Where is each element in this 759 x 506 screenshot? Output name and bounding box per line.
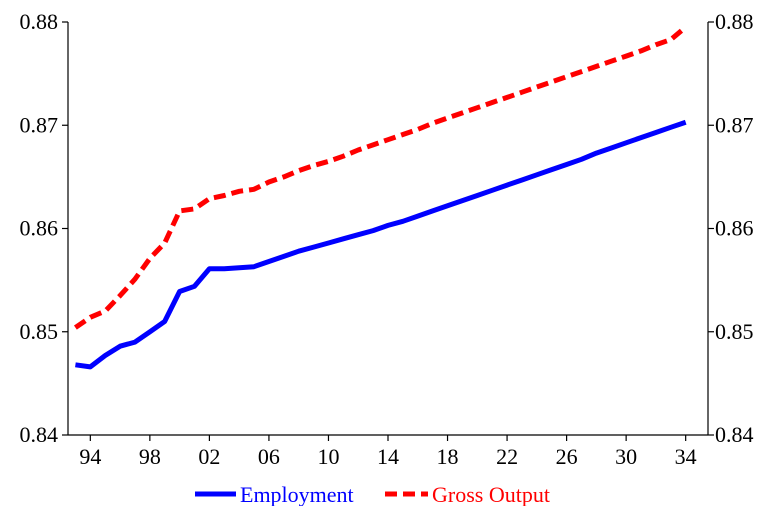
series-layer [73, 25, 688, 370]
left-y-ticks: 0.84 0.85 0.86 0.87 0.88 [20, 9, 68, 447]
x-tick-label: 98 [139, 444, 161, 469]
x-tick-label: 94 [79, 444, 101, 469]
chart-axes [67, 22, 709, 436]
y-tick-label-right: 0.85 [715, 319, 754, 344]
x-tick-label: 06 [258, 444, 280, 469]
y-tick-label-left: 0.87 [20, 112, 59, 137]
x-tick-label: 10 [317, 444, 339, 469]
y-tick-label-left: 0.88 [20, 9, 59, 34]
right-y-ticks: 0.84 0.85 0.86 0.87 0.88 [708, 9, 754, 447]
y-tick-label-right: 0.84 [715, 422, 754, 447]
legend-employment-label: Employment [240, 482, 354, 506]
y-tick-label-right: 0.86 [715, 216, 754, 241]
x-ticks: 94 98 02 06 10 14 18 22 26 30 34 [79, 435, 697, 469]
y-tick-label-right: 0.87 [715, 112, 754, 137]
x-tick-label: 30 [615, 444, 637, 469]
x-tick-label: 26 [556, 444, 578, 469]
y-tick-label-left: 0.84 [20, 422, 59, 447]
x-tick-label: 02 [198, 444, 220, 469]
series-gross-output-line [73, 25, 688, 330]
y-tick-label-left: 0.86 [20, 216, 59, 241]
x-tick-label: 18 [437, 444, 459, 469]
legend: Employment Gross Output [195, 482, 550, 506]
y-tick-label-right: 0.88 [715, 9, 754, 34]
x-tick-label: 34 [675, 444, 697, 469]
series-employment-line [75, 119, 687, 370]
legend-gross-output-label: Gross Output [432, 482, 550, 506]
x-tick-label: 14 [377, 444, 399, 469]
y-tick-label-left: 0.85 [20, 319, 59, 344]
x-tick-label: 22 [496, 444, 518, 469]
